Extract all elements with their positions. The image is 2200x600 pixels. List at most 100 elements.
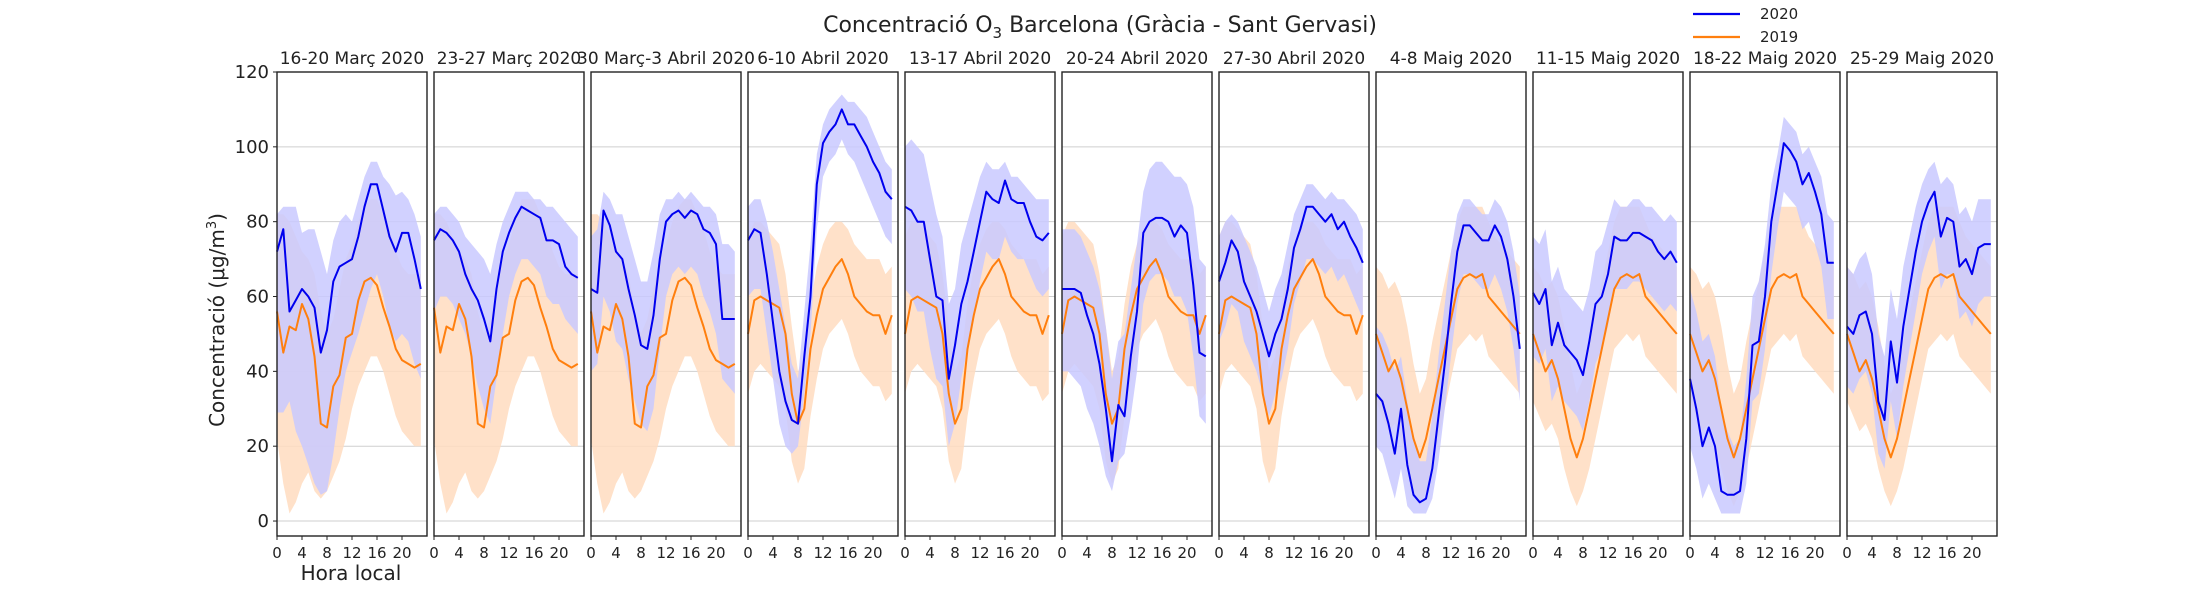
x-tick-label: 8 (1578, 544, 1588, 562)
band-2019 (748, 221, 892, 484)
band-2020 (1062, 161, 1206, 492)
panel-title: 20-24 Abril 2020 (1066, 49, 1208, 69)
x-tick-label: 0 (1685, 544, 1695, 562)
series-2019-line (1061, 258, 1207, 425)
x-tick-label: 20 (1805, 544, 1824, 562)
y-axis: 0 20 40 60 80 100 120 (235, 62, 277, 532)
x-tick-label: 0 (1057, 544, 1067, 562)
x-tick-label: 0 (1528, 544, 1538, 562)
series-2019-line (904, 258, 1050, 425)
x-tick-label: 8 (1107, 544, 1117, 562)
x-tick-label: 4 (297, 544, 307, 562)
x-tick-label: 8 (1421, 544, 1431, 562)
x-tick-label: 12 (1127, 544, 1146, 562)
x-tick-label: 8 (636, 544, 646, 562)
x-tick-label: 4 (611, 544, 621, 562)
x-tick-label: 16 (1937, 544, 1956, 562)
legend-label-2020: 2020 (1760, 5, 1798, 23)
x-tick-label: 4 (1553, 544, 1563, 562)
panel-7: 27-30 Abril 2020 0 4 8 12 16 20 (1214, 49, 1370, 562)
panel-title: 27-30 Abril 2020 (1223, 49, 1365, 69)
x-tick-label: 20 (1491, 544, 1510, 562)
series-2020-line (276, 183, 422, 354)
x-tick-label: 20 (1334, 544, 1353, 562)
x-tick-label: 8 (479, 544, 489, 562)
x-tick-label: 4 (768, 544, 778, 562)
x-tick-label: 16 (1309, 544, 1328, 562)
panel-4: 6-10 Abril 2020 0 4 8 12 16 20 (743, 49, 899, 562)
x-tick-label: 20 (1020, 544, 1039, 562)
x-tick-label: 16 (1780, 544, 1799, 562)
series-2019-line (1689, 273, 1835, 459)
x-tick-label: 20 (1962, 544, 1981, 562)
y-tick-label: 100 (235, 137, 269, 158)
x-tick-label: 12 (656, 544, 675, 562)
x-tick-label: 0 (900, 544, 910, 562)
band-2020 (748, 94, 892, 454)
x-tick-label: 4 (1396, 544, 1406, 562)
panel-10: 18-22 Maig 2020 0 4 8 12 16 20 (1685, 49, 1841, 562)
band-2020 (591, 191, 735, 432)
x-tick-label: 12 (1755, 544, 1774, 562)
panel-6: 20-24 Abril 2020 0 4 8 12 16 20 (1057, 49, 1213, 562)
panel-11: 25-29 Maig 2020 0 4 8 12 16 20 (1842, 49, 1998, 562)
series-2020-line (1062, 216, 1207, 463)
series-2019-line (747, 258, 893, 425)
panel-1: 16-20 Març 2020 0 4 8 12 16 20 (272, 49, 428, 562)
x-tick-label: 0 (429, 544, 439, 562)
x-tick-label: 20 (863, 544, 882, 562)
y-tick-label: 40 (246, 361, 269, 382)
x-tick-label: 12 (342, 544, 361, 562)
x-tick-label: 16 (367, 544, 386, 562)
x-tick-label: 12 (1912, 544, 1931, 562)
x-tick-label: 20 (549, 544, 568, 562)
y-tick-label: 80 (246, 212, 269, 233)
panel-title: 11-15 Maig 2020 (1536, 49, 1680, 69)
series-2020-line (1375, 224, 1521, 504)
x-tick-label: 12 (813, 544, 832, 562)
x-tick-label: 20 (706, 544, 725, 562)
x-tick-label: 16 (995, 544, 1014, 562)
x-tick-label: 8 (950, 544, 960, 562)
panel-title: 23-27 Març 2020 (437, 49, 582, 69)
x-tick-label: 4 (1239, 544, 1249, 562)
panel-8: 4-8 Maig 2020 0 4 8 12 16 20 (1371, 49, 1527, 562)
y-axis-label: Concentració (μg/m3) (205, 213, 229, 427)
y-tick-label: 60 (246, 287, 269, 308)
series-2020-line (1218, 205, 1364, 358)
series-2019-line (276, 276, 422, 429)
band-2020 (434, 191, 578, 424)
x-tick-label: 0 (1214, 544, 1224, 562)
x-tick-label: 4 (454, 544, 464, 562)
panel-5: 13-17 Abril 2020 0 4 8 12 16 20 (900, 49, 1056, 562)
panel-9: 11-15 Maig 2020 0 4 8 12 16 20 (1528, 49, 1684, 562)
panel-title: 13-17 Abril 2020 (909, 49, 1051, 69)
y-tick-label: 20 (246, 436, 269, 457)
panel-title: 6-10 Abril 2020 (757, 49, 889, 69)
panel-title: 4-8 Maig 2020 (1390, 49, 1512, 69)
series-2020-line (1532, 231, 1678, 377)
series-2020-line (904, 179, 1050, 380)
series-2019-line (433, 276, 579, 429)
x-tick-label: 0 (1371, 544, 1381, 562)
series-2020-line (590, 209, 735, 350)
panel-title: 18-22 Maig 2020 (1693, 49, 1837, 69)
band-2020 (1533, 199, 1677, 432)
legend-label-2019: 2019 (1760, 28, 1798, 46)
x-axis-label: Hora local (301, 561, 402, 585)
series-2019-line (1532, 273, 1678, 459)
series-2020-line (1689, 142, 1834, 496)
panel-title: 30 Març-3 Abril 2020 (577, 49, 755, 69)
x-tick-label: 0 (1842, 544, 1852, 562)
y-tick-label: 120 (235, 62, 269, 83)
x-tick-label: 0 (743, 544, 753, 562)
x-tick-label: 16 (838, 544, 857, 562)
x-tick-label: 20 (1648, 544, 1667, 562)
x-tick-label: 12 (1284, 544, 1303, 562)
x-tick-label: 20 (1177, 544, 1196, 562)
x-tick-label: 12 (1598, 544, 1617, 562)
panel-2: 23-27 Març 2020 0 4 8 12 16 20 (429, 49, 585, 562)
